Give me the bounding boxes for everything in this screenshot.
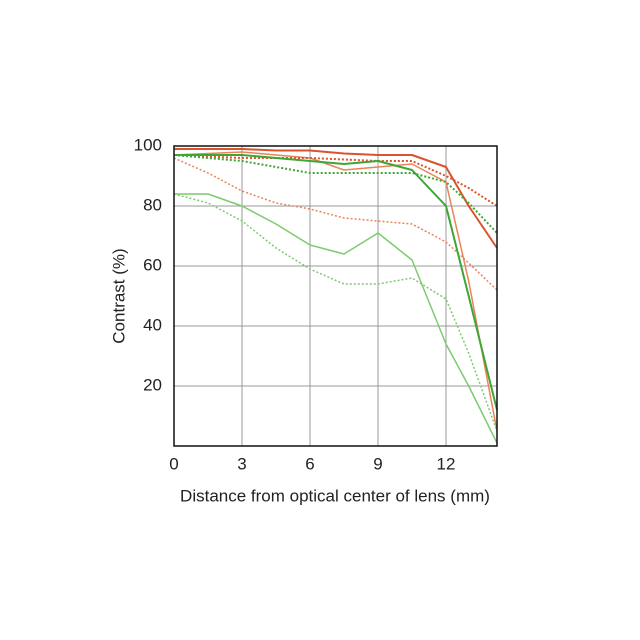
series-line: [173, 154, 498, 234]
y-tick-label: 80: [143, 195, 162, 214]
y-axis-title: Contrast (%): [109, 248, 128, 343]
series-line: [173, 151, 498, 432]
x-tick-label: 3: [237, 454, 246, 473]
y-tick-label: 40: [143, 315, 162, 334]
y-tick-label: 20: [143, 375, 162, 394]
x-tick-label: 9: [373, 454, 382, 473]
series-line: [174, 154, 498, 411]
x-axis-title: Distance from optical center of lens (mm…: [180, 486, 490, 505]
x-tick-label: 12: [437, 454, 456, 473]
series-line: [174, 193, 498, 444]
series-line: [173, 154, 498, 207]
x-tick-label: 6: [305, 454, 314, 473]
x-tick-label: 0: [169, 454, 178, 473]
series-line: [174, 148, 498, 249]
series-line: [173, 157, 498, 291]
plot-frame: [173, 145, 498, 447]
y-tick-label: 100: [134, 135, 162, 154]
y-tick-label: 60: [143, 255, 162, 274]
series-line: [173, 193, 498, 432]
